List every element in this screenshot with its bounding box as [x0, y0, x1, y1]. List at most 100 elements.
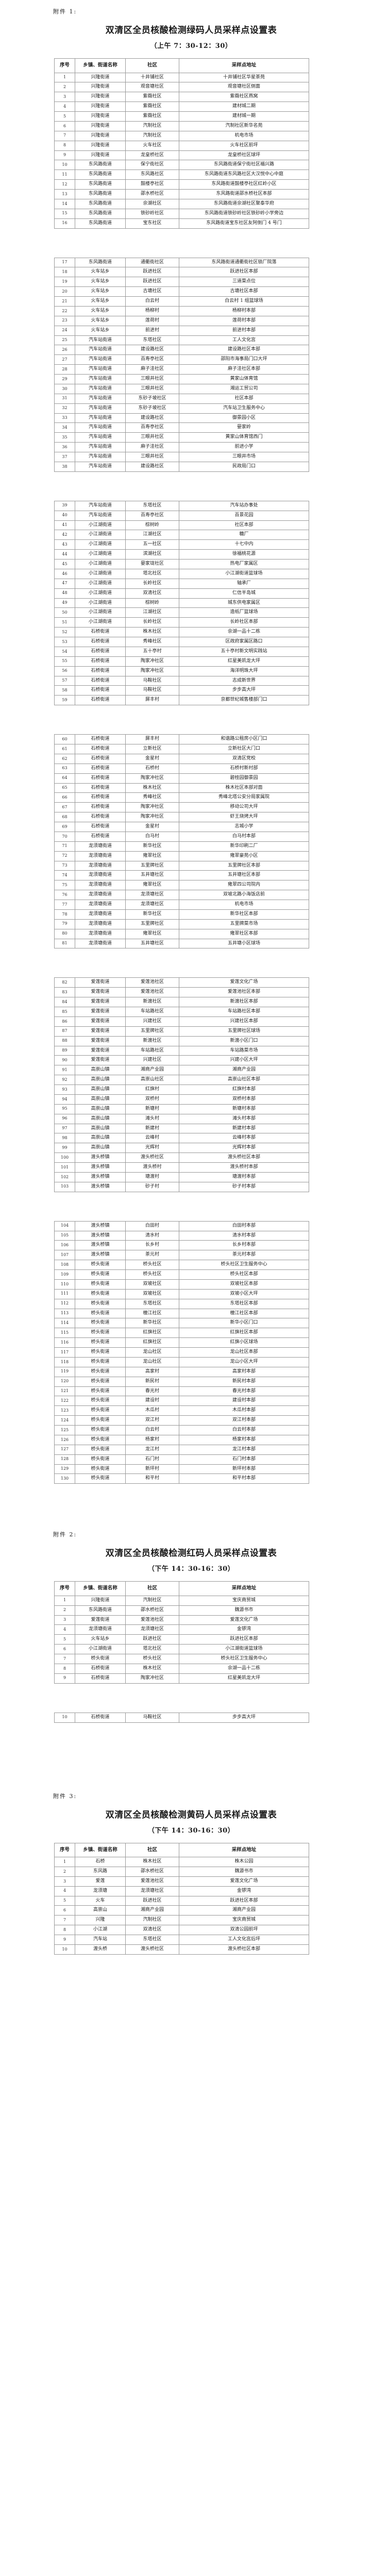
cell-township: 火车站乡: [75, 277, 126, 287]
table-row: 7 兴隆 汽制社区 宝庆商贸城: [54, 1915, 309, 1926]
cell-index: 80: [54, 928, 75, 939]
cell-address: 宝庆商贸城: [179, 1915, 309, 1926]
table-row: 76 龙须塘街道 龙须塘社区 双坡北路小海饭店前: [54, 890, 309, 901]
cell-township: 兴隆街道: [75, 111, 126, 122]
cell-address: 白云村 1 组篮球场: [179, 296, 309, 307]
cell-index: 39: [54, 500, 75, 511]
cell-community: 爱莲池社区: [125, 987, 179, 998]
table-row: 4 龙须塘街道 龙须塘社区 金锣湾: [54, 1624, 309, 1635]
cell-community: 湘商产业园: [125, 1905, 179, 1916]
cell-community: 观音塘社区: [125, 82, 179, 93]
attachment3-page: 附件 3: 双清区全员核酸检测黄码人员采样点设置表 （下午 14：30-16：3…: [0, 1785, 371, 1955]
cell-township: 汽车站街道: [75, 442, 126, 453]
cell-community: 跃进社区: [125, 1895, 179, 1906]
cell-address: 观音塘社区侧面: [179, 82, 309, 93]
cell-community: 光辉村: [125, 1143, 179, 1154]
a2-body-2: 10 石桥街道 马鞍社区 步步高大坪: [54, 1712, 309, 1723]
cell-index: 1: [54, 72, 75, 83]
cell-index: 59: [54, 695, 75, 706]
cell-index: 92: [54, 1075, 75, 1086]
cell-address: 建材城一期: [179, 111, 309, 122]
cell-community: 车站路社区: [125, 1045, 179, 1056]
cell-address: 工人文化宫: [179, 335, 309, 346]
table-row: 26 汽车站街道 建设路社区 建设路社区本部: [54, 345, 309, 355]
table-row: 22 火车站乡 杨柳村 杨柳村本部: [54, 306, 309, 316]
cell-address: 红星美凯龙大坪: [179, 1673, 309, 1684]
cell-address: 古塘社区本部: [179, 286, 309, 297]
cell-community: 跃进社区: [125, 277, 179, 287]
col-header-address: 采样点地址: [179, 58, 309, 73]
cell-index: 36: [54, 442, 75, 453]
cell-address: 茶元村本部: [179, 1250, 309, 1261]
cell-community: 五十亭村: [125, 646, 179, 657]
cell-township: 爱莲街道: [75, 987, 126, 998]
table-row: 34 汽车站街道 百寿亭社区 晏家岭: [54, 422, 309, 433]
table-row: 21 火车站乡 白云村 白云村 1 组篮球场: [54, 296, 309, 307]
cell-address: 檀江社区本部: [179, 1308, 309, 1319]
cell-community: 红旗村: [125, 1084, 179, 1095]
cell-township: 小江湖街道: [75, 539, 126, 550]
cell-address: 佘湖一品十二栋: [179, 1663, 309, 1674]
cell-address: 莲荷村本部: [179, 315, 309, 326]
cell-index: 2: [54, 1605, 75, 1616]
attachment1-page: 附件 1: 双清区全员核酸检测绿码人员采样点设置表 （上午 7：30-12：30…: [53, 8, 309, 1484]
cell-index: 9: [54, 1935, 75, 1945]
cell-township: 爱莲街道: [75, 1615, 126, 1625]
cell-address: 步步高大坪: [179, 1712, 309, 1723]
table-row: 116 桥头街道 红旗社区 红旗小区球场: [54, 1337, 309, 1348]
cell-address: 立新社区大门口: [179, 744, 309, 754]
cell-address: 虾王烧烤大坪: [179, 812, 309, 823]
cell-index: 13: [54, 189, 75, 199]
cell-address: 东风路街道保宁街社区福兴路: [179, 160, 309, 171]
table-row: 20 火车站乡 古塘社区 古塘社区本部: [54, 286, 309, 297]
cell-index: 106: [54, 1240, 75, 1251]
table-row: 5 火车 跃进社区 跃进社区本部: [54, 1895, 309, 1906]
cell-township: 桥头街道: [75, 1376, 126, 1387]
table-row: 23 火车站乡 莲荷村 莲荷村本部: [54, 315, 309, 326]
cell-address: 红星美凯龙大坪: [179, 656, 309, 667]
cell-township: 兴隆街道: [75, 72, 126, 83]
cell-address: 新塘村本部: [179, 1104, 309, 1114]
cell-index: 105: [54, 1230, 75, 1241]
cell-address: 渡头桥村本部: [179, 1162, 309, 1173]
table-row: 66 石桥街道 秀峰社区 秀峰北塔公安分局家属院: [54, 792, 309, 803]
cell-address: 桥头社区卫生服务中心: [179, 1654, 309, 1664]
cell-community: 五井塘社区: [125, 938, 179, 949]
table-row: 130 桥头街道 和平村 和平村本部: [54, 1473, 309, 1484]
cell-community: 保宁街社区: [125, 160, 179, 171]
cell-township: 火车站乡: [75, 286, 126, 297]
cell-address: 黄家山体育馆西门: [179, 432, 309, 443]
table-row: 107 渡头桥镇 茶元村 茶元村本部: [54, 1250, 309, 1261]
table-row: 58 石桥街道 马鞍社区 步步高大坪: [54, 685, 309, 696]
cell-community: 株木社区: [125, 1857, 179, 1867]
cell-township: 石桥街道: [75, 783, 126, 793]
cell-community: 建设村: [125, 1396, 179, 1406]
cell-township: 小江湖街道: [75, 578, 126, 589]
cell-township: 火车: [75, 1895, 126, 1906]
cell-community: 屏丰村: [125, 695, 179, 706]
cell-township: 火车站乡: [75, 325, 126, 336]
cell-address: 造纸厂篮球场: [179, 607, 309, 618]
cell-address: 秀峰北塔公安分局家属院: [179, 792, 309, 803]
cell-community: 棕树岭: [125, 598, 179, 608]
cell-community: 跃进社区: [125, 1634, 179, 1645]
cell-community: 紫薇社区: [125, 111, 179, 122]
cell-address: 移动公司大坪: [179, 802, 309, 813]
cell-index: 52: [54, 627, 75, 638]
cell-address: 跃进社区本部: [179, 267, 309, 278]
cell-community: 白马村: [125, 831, 179, 842]
cell-index: 26: [54, 345, 75, 355]
cell-township: 兴隆街道: [75, 121, 126, 131]
cell-index: 57: [54, 675, 75, 686]
cell-community: 棕树岭: [125, 520, 179, 531]
table-header-row: 序号 乡镇、街道名称 社区 采样点地址: [54, 1842, 309, 1858]
table-row: 102 渡头桥镇 塘渡村 塘渡村本部: [54, 1172, 309, 1182]
cell-address: 十七中内: [179, 539, 309, 550]
table-row: 112 桥头街道 东塔社区 东塔社区本部: [54, 1298, 309, 1309]
cell-address: 徐福桃花源: [179, 549, 309, 560]
table-row: 115 桥头街道 红旗社区 红旗社区本部: [54, 1328, 309, 1338]
table-row: 91 高崇山镇 湘商产业园 湘商产业园: [54, 1065, 309, 1076]
cell-township: 石桥街道: [75, 822, 126, 832]
cell-address: 新华社区本部: [179, 909, 309, 920]
col-header-address: 采样点地址: [179, 1581, 309, 1596]
